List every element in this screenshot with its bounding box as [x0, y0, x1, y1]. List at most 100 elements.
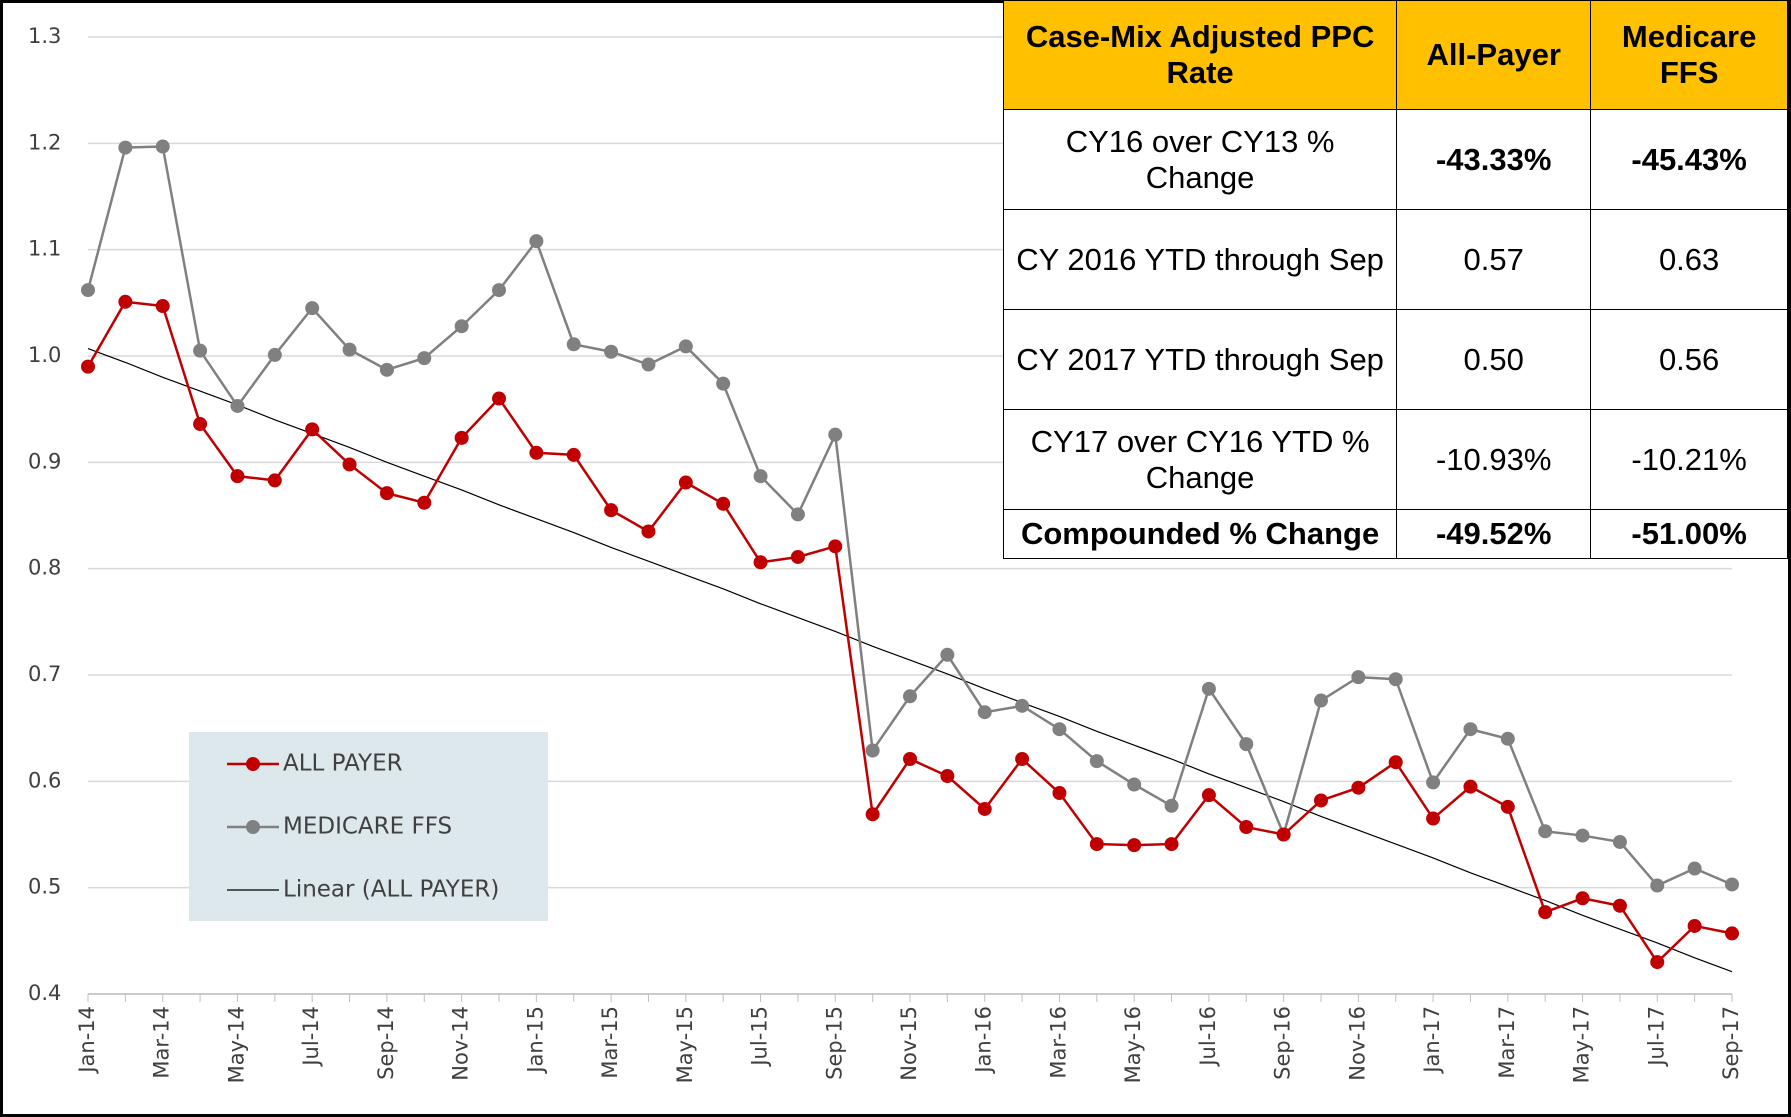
- point: [529, 445, 544, 460]
- point: [267, 347, 282, 362]
- point: [1687, 918, 1702, 933]
- point: [903, 689, 917, 704]
- point: [1463, 722, 1478, 737]
- cell: 0.56: [1590, 309, 1788, 410]
- y-tick-label: 0.4: [28, 981, 61, 1005]
- legend-label: MEDICARE FFS: [283, 814, 452, 840]
- point: [1052, 722, 1067, 737]
- legend-marker: [246, 757, 260, 771]
- row-label: CY 2017 YTD through Sep: [1002, 309, 1398, 410]
- point: [193, 343, 208, 358]
- cell: 0.63: [1590, 209, 1788, 310]
- cell: -49.52%: [1396, 509, 1592, 559]
- point: [641, 357, 656, 372]
- point: [1388, 672, 1403, 687]
- point: [305, 422, 320, 437]
- point: [903, 752, 917, 767]
- x-tick-label: Mar-17: [1495, 1006, 1519, 1079]
- point: [454, 430, 469, 445]
- x-tick-label: May-16: [1121, 1006, 1145, 1083]
- point: [1314, 693, 1328, 708]
- point: [1164, 798, 1179, 813]
- point: [155, 299, 170, 314]
- point: [155, 139, 170, 154]
- x-tick-label: Jan-14: [75, 1006, 99, 1075]
- y-tick-label: 0.6: [28, 768, 61, 792]
- x-tick-label: Mar-14: [150, 1006, 174, 1079]
- x-tick-label: May-17: [1570, 1006, 1594, 1083]
- point: [417, 495, 432, 510]
- point: [1015, 698, 1030, 713]
- point: [1351, 670, 1366, 685]
- chart: 0.4 0.5 0.6 0.7 0.8 0.9 1.0 1.1 1.2 1.3 Jan-14 Mar-…: [28, 24, 1743, 1083]
- cell: 0.50: [1396, 309, 1592, 410]
- header-cell: Case-Mix Adjusted PPC Rate: [1002, 0, 1398, 110]
- point: [1426, 775, 1441, 790]
- point: [1725, 877, 1739, 892]
- x-tick-label: Jul-16: [1196, 1006, 1220, 1068]
- point: [454, 319, 469, 334]
- point: [1575, 891, 1590, 906]
- x-tick-label: Sep-14: [374, 1006, 398, 1080]
- x-tick-label: Nov-14: [449, 1006, 473, 1081]
- point: [716, 376, 731, 391]
- x-tick-label: Sep-15: [822, 1006, 846, 1080]
- x-tick-label: Jan-16: [972, 1006, 996, 1075]
- point: [1725, 926, 1739, 941]
- row-label: CY17 over CY16 YTD % Change: [1002, 409, 1398, 510]
- y-tick-label: 1.1: [28, 237, 61, 261]
- x-tick-label: Mar-15: [598, 1006, 622, 1079]
- cell: -10.21%: [1590, 409, 1788, 510]
- point: [1089, 837, 1104, 852]
- y-tick-label: 1.0: [28, 343, 61, 367]
- point: [230, 398, 245, 413]
- point: [1426, 811, 1441, 826]
- row-label: CY16 over CY13 % Change: [1002, 109, 1398, 210]
- x-tick-label: Nov-15: [897, 1006, 921, 1081]
- point: [492, 391, 506, 406]
- point: [1239, 820, 1254, 835]
- point: [641, 524, 656, 539]
- point: [81, 283, 95, 298]
- point: [753, 555, 768, 570]
- point: [1575, 828, 1590, 843]
- cell: 0.57: [1396, 209, 1592, 310]
- point: [1463, 779, 1478, 794]
- y-tick-label: 1.2: [28, 130, 61, 154]
- y-tick-label: 0.5: [28, 875, 61, 899]
- y-tick-label: 0.7: [28, 662, 61, 686]
- point: [678, 475, 693, 490]
- x-tick-label: May-14: [224, 1006, 248, 1083]
- row-label: Compounded % Change: [1002, 509, 1398, 559]
- header-cell: Medicare FFS: [1590, 0, 1788, 110]
- summary-table: Case-Mix Adjusted PPC Rate All-Payer Medic…: [1002, 0, 1788, 559]
- point: [81, 359, 95, 374]
- point: [379, 486, 394, 501]
- header-cell: All-Payer: [1396, 0, 1592, 110]
- point: [678, 339, 693, 354]
- cell: -51.00%: [1590, 509, 1788, 559]
- x-tick-label: Jul-14: [299, 1006, 323, 1068]
- legend-label: ALL PAYER: [283, 751, 403, 777]
- point: [305, 301, 320, 316]
- point: [1650, 878, 1665, 893]
- point: [828, 427, 843, 442]
- y-tick-label: 1.3: [28, 24, 61, 48]
- point: [1687, 861, 1702, 876]
- series-line: [87, 347, 1733, 973]
- point: [342, 342, 357, 357]
- point: [716, 496, 731, 511]
- x-tick-label: Jul-17: [1644, 1006, 1668, 1068]
- point: [865, 807, 880, 822]
- point: [1314, 793, 1328, 808]
- point: [1351, 780, 1366, 795]
- legend-marker: [246, 820, 260, 834]
- point: [118, 140, 133, 155]
- point: [940, 647, 955, 662]
- point: [604, 503, 619, 518]
- point: [977, 801, 992, 816]
- point: [1612, 834, 1627, 849]
- point: [1500, 731, 1515, 746]
- point: [1164, 837, 1179, 852]
